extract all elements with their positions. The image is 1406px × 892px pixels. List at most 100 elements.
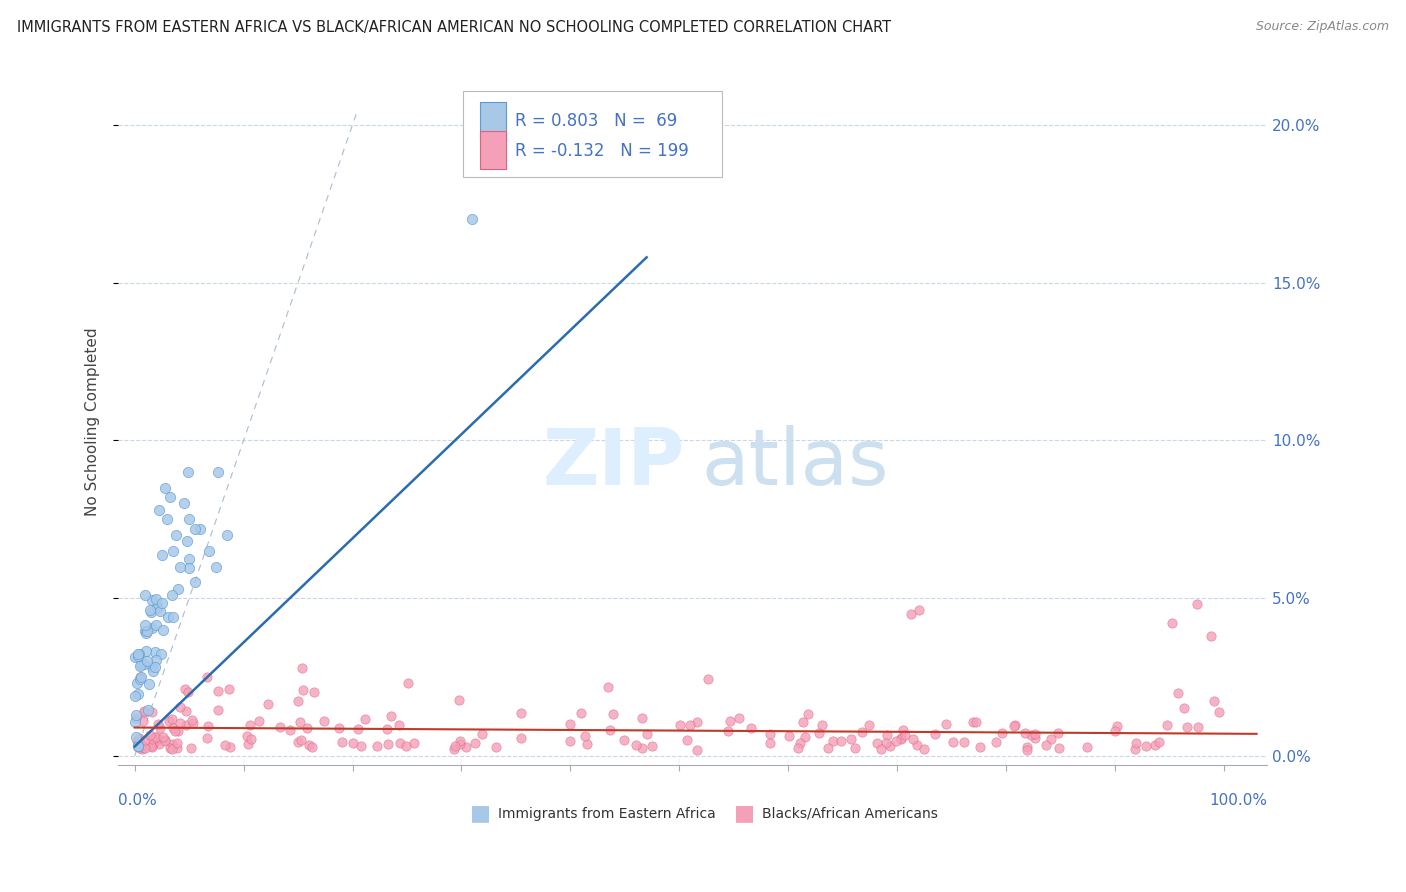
- Point: [156, 512, 179, 526]
- Point: [163, 724, 186, 739]
- Point: [145, 730, 167, 744]
- Point: [177, 684, 200, 698]
- Point: [153, 733, 176, 747]
- Point: [127, 648, 149, 663]
- Point: [889, 732, 911, 747]
- Point: [148, 737, 170, 751]
- Point: [138, 703, 160, 717]
- Point: [125, 731, 148, 745]
- Point: [145, 732, 167, 747]
- Point: [152, 730, 174, 744]
- Point: [169, 716, 191, 731]
- Point: [574, 729, 596, 743]
- Point: [141, 706, 163, 720]
- Point: [728, 711, 751, 725]
- Point: [810, 718, 832, 732]
- Point: [396, 676, 419, 690]
- Point: [1014, 726, 1036, 740]
- Point: [197, 543, 219, 558]
- Point: [330, 735, 353, 749]
- Point: [903, 732, 925, 747]
- Point: [134, 733, 156, 747]
- Point: [792, 714, 814, 729]
- Point: [1175, 720, 1198, 734]
- Point: [141, 660, 163, 674]
- Text: ■: ■: [470, 804, 491, 823]
- Text: Immigrants from Eastern Africa: Immigrants from Eastern Africa: [498, 806, 716, 821]
- Point: [125, 711, 148, 725]
- Point: [135, 644, 157, 658]
- Point: [141, 739, 163, 754]
- Point: [377, 737, 399, 751]
- Point: [443, 741, 465, 756]
- Point: [636, 726, 658, 740]
- Point: [891, 723, 914, 738]
- Point: [146, 599, 169, 614]
- Point: [148, 732, 170, 747]
- Point: [697, 672, 720, 686]
- Point: [447, 692, 470, 706]
- Text: R = 0.803   N =  69: R = 0.803 N = 69: [515, 112, 678, 129]
- Point: [1135, 739, 1157, 753]
- Point: [159, 740, 181, 755]
- Point: [179, 512, 201, 526]
- Point: [169, 559, 191, 574]
- Point: [238, 737, 260, 751]
- Point: [395, 739, 418, 753]
- Point: [1004, 718, 1026, 732]
- Y-axis label: No Schooling Completed: No Schooling Completed: [86, 327, 100, 516]
- Point: [207, 465, 229, 479]
- Point: [1019, 728, 1042, 742]
- Point: [134, 657, 156, 672]
- Point: [207, 703, 229, 717]
- Point: [166, 723, 188, 738]
- Point: [173, 496, 195, 510]
- Point: [510, 731, 533, 745]
- Point: [388, 718, 411, 732]
- Point: [288, 715, 311, 730]
- Point: [129, 657, 152, 672]
- Point: [718, 714, 741, 728]
- Point: [599, 723, 621, 738]
- Point: [239, 731, 262, 746]
- Point: [908, 603, 931, 617]
- Point: [128, 731, 150, 745]
- Point: [1173, 701, 1195, 715]
- Point: [1076, 740, 1098, 755]
- Point: [139, 728, 162, 742]
- Point: [195, 670, 218, 684]
- Point: [124, 689, 146, 703]
- Point: [157, 610, 180, 624]
- Point: [389, 736, 412, 750]
- Point: [758, 727, 780, 741]
- Point: [464, 736, 486, 750]
- Point: [138, 602, 160, 616]
- Point: [676, 733, 699, 747]
- Point: [141, 605, 163, 619]
- Point: [176, 717, 198, 731]
- Point: [301, 740, 323, 755]
- Point: [1039, 732, 1062, 747]
- Point: [1046, 725, 1069, 739]
- Point: [146, 717, 169, 731]
- Point: [759, 735, 782, 749]
- Text: Blacks/African Americans: Blacks/African Americans: [762, 806, 938, 821]
- Point: [177, 465, 200, 479]
- Text: 0.0%: 0.0%: [118, 793, 157, 808]
- Point: [174, 705, 197, 719]
- Point: [905, 738, 928, 752]
- Point: [148, 503, 170, 517]
- Point: [218, 682, 240, 697]
- Point: [183, 522, 205, 536]
- Point: [128, 737, 150, 751]
- Point: [127, 739, 149, 754]
- Point: [569, 706, 592, 720]
- Point: [162, 609, 184, 624]
- Point: [188, 522, 211, 536]
- Point: [205, 559, 228, 574]
- Point: [900, 607, 922, 621]
- Point: [128, 737, 150, 751]
- Point: [132, 714, 155, 728]
- Point: [354, 712, 377, 726]
- Point: [150, 647, 173, 661]
